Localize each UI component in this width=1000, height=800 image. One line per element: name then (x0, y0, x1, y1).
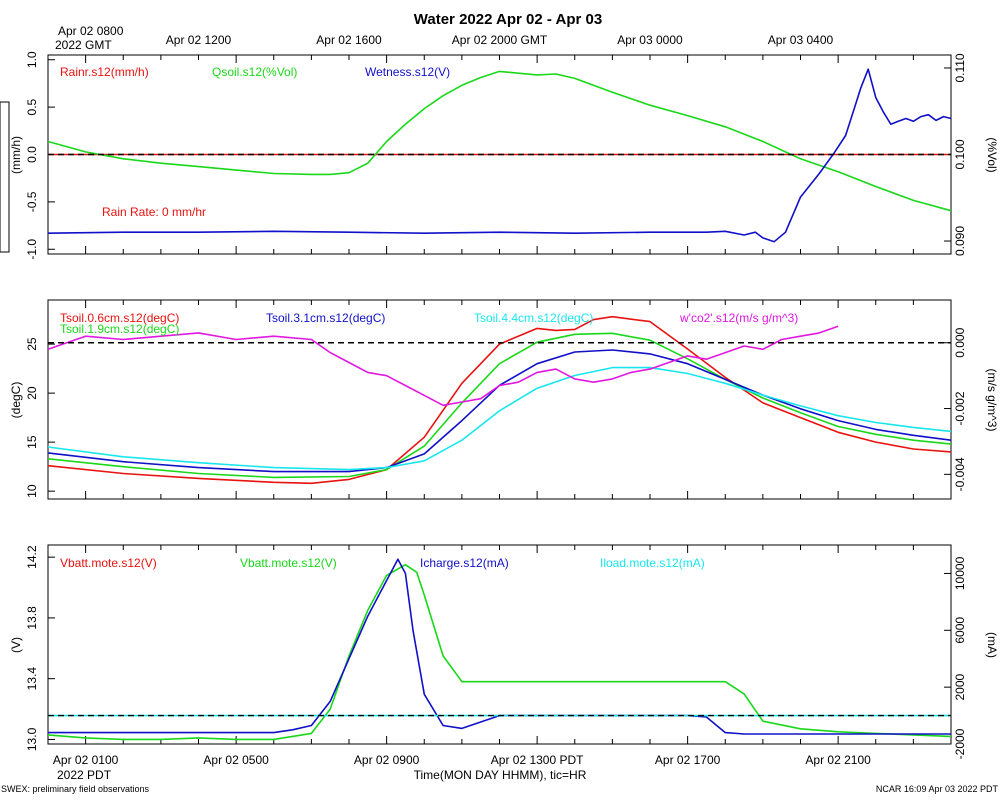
gmt-tick-label: Apr 03 0400 (768, 33, 834, 47)
rain-rate-annotation: Rain Rate: 0 mm/hr (102, 205, 206, 219)
pdt-tick-label: Apr 02 0500 (203, 753, 269, 767)
series-line-tsoil-1-9cm-s12-degc-green (47, 332, 952, 479)
footer-right: NCAR 16:09 Apr 03 2022 PDT (876, 784, 999, 794)
water-panel: 1.0 0.5 0.0 -0.5 -1.0 0.110 0.100 0.090 (25, 51, 967, 260)
gmt-tick-label: Apr 02 2000 GMT (452, 33, 548, 47)
soil-right-axis-label: (m/s g/m^3) (985, 369, 999, 432)
series-line-qsoil-s12-vol-green (47, 70, 952, 212)
right-axis-tick-label: -2000 (953, 728, 967, 759)
left-axis-tick-label: 0.0 (25, 146, 39, 163)
gmt-tick-labels: Apr 02 1200 Apr 02 1600 Apr 02 2000 GMT Apr… (166, 33, 834, 47)
left-axis-tick-label: 13.8 (25, 606, 39, 630)
time-axis-caption: Time(MON DAY HHMM), tic=HR (414, 768, 587, 782)
left-axis-tick-label: 13.4 (25, 667, 39, 691)
battery-panel: 14.2 13.8 13.4 13.0 10000 6000 2000 -2000 (25, 545, 967, 759)
right-axis-tick-label: 0.110 (953, 53, 967, 82)
pdt-tick-label: Apr 02 0100 (53, 753, 119, 767)
series-line-tsoil-4-4cm-s12-degc-cyan (47, 366, 952, 471)
pdt-tick-label: Apr 02 0900 (354, 753, 420, 767)
battery-legend-iload: Iload.mote.s12(mA) (600, 556, 705, 570)
pdt-tick-label: Apr 02 1300 PDT (491, 753, 584, 767)
soil-left-axis-label: (degC) (9, 382, 23, 419)
series-line-tsoil-0-6cm-s12-degc-red (47, 315, 952, 485)
left-axis-tick-label: -0.5 (25, 191, 39, 212)
pdt-year-label: 2022 PDT (57, 768, 112, 782)
battery-panel-frame (47, 544, 952, 745)
water-legend-qsoil: Qsoil.s12(%Vol) (212, 65, 297, 79)
left-axis-tick-label: -1.0 (25, 239, 39, 260)
battery-left-axis-label: (V) (9, 637, 23, 653)
battery-legend-vbatt-green: Vbatt.mote.s12(V) (240, 556, 337, 570)
left-axis-tick-label: 25 (25, 337, 39, 351)
right-axis-tick-label: 0.000 (953, 327, 967, 357)
water-legend-rain: Rainr.s12(mm/h) (60, 65, 149, 79)
left-axis-tick-label: 10 (25, 484, 39, 498)
water-legend-wetness: Wetness.s12(V) (365, 65, 450, 79)
series-line-vbatt-mote-s12-v-green (47, 563, 952, 741)
series-line-wetness-s12-v-blue (47, 68, 952, 243)
battery-legend-vbatt-red: Vbatt.mote.s12(V) (60, 556, 157, 570)
water-left-axis-label: (mm/h) (9, 136, 23, 174)
gmt-tick-label: Apr 02 1200 (166, 33, 232, 47)
figure-title: Water 2022 Apr 02 - Apr 03 (414, 11, 602, 28)
left-axis-tick-label: 0.5 (25, 98, 39, 115)
soil-legend-wco2: w'co2'.s12(m/s g/m^3) (679, 311, 798, 325)
left-axis-tick-label: 13.0 (25, 727, 39, 751)
gmt-tick-label: Apr 02 1600 (316, 33, 382, 47)
right-axis-tick-label: 10000 (953, 556, 967, 590)
gmt-first-label-line2: 2022 GMT (55, 38, 112, 52)
right-axis-tick-label: 2000 (953, 673, 967, 700)
water-right-axis-label: (%Vol) (985, 137, 999, 172)
soil-legend-t06: Tsoil.0.6cm.s12(degC) (60, 311, 179, 325)
soil-legend-t31: Tsoil.3.1cm.s12(degC) (266, 311, 385, 325)
battery-right-axis-label: (mA) (985, 632, 999, 658)
pdt-tick-labels: Apr 02 0100 Apr 02 0500 Apr 02 0900 Apr 02 … (53, 753, 871, 767)
series-line-tsoil-3-1cm-s12-degc-blue (47, 349, 952, 473)
left-axis-tick-label: 1.0 (25, 51, 39, 68)
soil-panel-frame (47, 299, 952, 500)
series-line-icharge-s12-ma-blue (48, 558, 951, 735)
battery-legend-icharge: Icharge.s12(mA) (420, 556, 509, 570)
soil-legend-t44: Tsoil.4.4cm.s12(degC) (474, 311, 593, 325)
left-axis-tick-label: 15 (25, 435, 39, 449)
pdt-tick-label: Apr 02 1700 (655, 753, 721, 767)
right-axis-tick-label: 0.090 (953, 226, 967, 256)
panel-edge-mark (0, 101, 10, 253)
soil-legend-t19: Tsoil.1.9cm.s12(degC) (60, 322, 179, 336)
right-axis-tick-label: 0.100 (953, 139, 967, 169)
left-axis-tick-label: 14.2 (25, 545, 39, 569)
gmt-first-label-line1: Apr 02 0800 (58, 24, 124, 38)
right-axis-tick-label: -0.004 (953, 457, 967, 491)
footer-left: SWEX: preliminary field observations (1, 784, 150, 794)
right-axis-tick-label: 6000 (953, 617, 967, 644)
gmt-tick-label: Apr 03 0000 (617, 33, 683, 47)
series-line-w-co2-s12-m-s-g-m-3-magenta (47, 325, 839, 407)
pdt-tick-label: Apr 02 2100 (805, 753, 871, 767)
soil-temperature-panel: 25 20 15 10 0.000 -0.002 -0.004 (25, 300, 967, 499)
right-axis-tick-label: -0.002 (953, 391, 967, 425)
left-axis-tick-label: 20 (25, 386, 39, 400)
